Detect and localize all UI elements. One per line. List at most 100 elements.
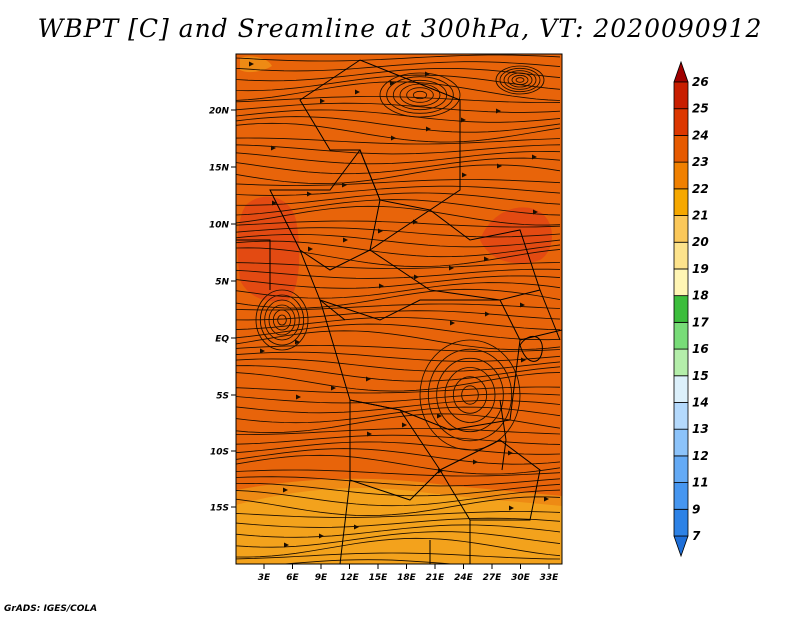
colorbar-label: 24	[692, 128, 709, 142]
colorbar-swatch	[673, 508, 689, 537]
lon-tick-label: 24E	[454, 573, 474, 583]
streamline	[236, 54, 561, 62]
lake-outline	[499, 399, 507, 471]
streamline-arrow	[509, 505, 514, 511]
colorbar-label: 22	[692, 182, 709, 196]
streamline-gyre	[499, 67, 541, 93]
colorbar-swatch	[673, 402, 689, 430]
wbpt-corner-region	[240, 56, 272, 73]
streamline	[236, 489, 561, 507]
streamline-gyre	[412, 90, 428, 100]
streamline	[236, 240, 561, 258]
longitude-axis: 3E 6E 9E 12E 15E 18E 21E 24E 27E 30E 33E	[258, 564, 559, 583]
streamline-arrow	[260, 348, 265, 354]
colorbar-label: 13	[692, 422, 709, 436]
streamline	[236, 144, 561, 155]
streamline	[236, 268, 561, 279]
streamline	[236, 192, 561, 206]
streamline-gyre	[386, 76, 454, 114]
colorbar-swatch	[673, 215, 689, 243]
streamline	[236, 537, 561, 558]
streamline-arrow	[391, 135, 396, 141]
streamline-arrow	[343, 237, 348, 243]
streamline-arrow	[308, 246, 313, 252]
streamline-gyre	[444, 367, 496, 423]
streamline	[236, 74, 561, 92]
streamline-arrow	[450, 320, 455, 326]
streamline-arrow	[307, 191, 312, 197]
colorbar-label: 26	[692, 75, 709, 89]
colorbar-label: 20	[692, 235, 709, 249]
lon-tick-label: 21E	[426, 573, 446, 583]
streamline-arrow	[425, 71, 430, 77]
streamline-gyre	[255, 289, 309, 351]
streamline-gyre	[419, 339, 521, 451]
streamline-gyre	[272, 309, 292, 331]
colorbar-label: 19	[692, 262, 709, 276]
streamline-gyre	[503, 70, 537, 90]
streamline	[236, 454, 561, 475]
streamline-gyre	[264, 299, 300, 341]
colorbar-label: 11	[692, 476, 709, 490]
map-panel	[235, 53, 563, 565]
streamline-arrow	[544, 496, 549, 502]
streamline	[236, 371, 561, 392]
colorbar-label: 23	[692, 155, 709, 169]
colorbar-swatch	[673, 348, 689, 377]
streamline-arrow	[521, 357, 526, 363]
streamline	[236, 393, 561, 404]
streamline	[236, 365, 561, 382]
streamline	[236, 476, 561, 487]
colorbar-swatch	[673, 455, 689, 483]
lon-tick-label: 9E	[315, 573, 328, 583]
border-line	[369, 209, 541, 301]
colorbar-label: 21	[692, 209, 709, 223]
streamline	[236, 199, 561, 216]
lon-tick-label: 6E	[286, 573, 299, 583]
streamline	[236, 157, 561, 175]
streamline	[236, 61, 561, 72]
streamline	[236, 511, 561, 518]
lon-tick-label: 30E	[511, 573, 531, 583]
streamline-gyre	[515, 77, 525, 83]
streamline-arrow	[449, 265, 454, 271]
streamline-arrow	[342, 182, 347, 188]
streamline-arrow	[366, 376, 371, 382]
streamline	[236, 552, 561, 560]
streamline	[236, 288, 561, 309]
streamline	[236, 330, 561, 351]
streamline	[236, 185, 561, 196]
streamline-arrow	[355, 89, 360, 95]
streamline	[236, 233, 561, 248]
streamline-arrow	[473, 459, 478, 465]
streamline-gyre	[379, 72, 461, 118]
streamline	[236, 413, 561, 434]
lat-tick-label: 10S	[210, 448, 229, 458]
lake-outline	[519, 335, 543, 362]
streamline-arrow	[378, 228, 383, 234]
streamline	[236, 150, 561, 165]
streamline-arrow	[379, 283, 384, 289]
colorbar-swatch	[673, 81, 689, 110]
streamline-arrow	[390, 80, 395, 86]
streamline-gyre	[495, 65, 545, 95]
map-frame	[235, 53, 563, 565]
lat-tick-label: 20N	[209, 107, 230, 117]
streamline-arrow	[354, 524, 359, 530]
border-line	[339, 479, 351, 564]
wbpt-20-21-region	[236, 488, 562, 564]
streamline-arrow	[437, 413, 442, 419]
colorbar-label: 15	[692, 369, 709, 383]
streamline-arrow	[533, 209, 538, 215]
streamline-arrow	[272, 200, 277, 206]
colorbar-swatch	[673, 321, 689, 350]
streamline-arrow	[295, 339, 300, 345]
colorbar-swatch	[673, 428, 689, 457]
lon-tick-label: 27E	[483, 573, 503, 583]
lon-tick-label: 15E	[369, 573, 389, 583]
streamline	[236, 351, 561, 362]
colorbar-swatch	[673, 241, 689, 270]
colorbar-label: 17	[692, 315, 709, 329]
colorbar-label: 18	[692, 289, 709, 303]
